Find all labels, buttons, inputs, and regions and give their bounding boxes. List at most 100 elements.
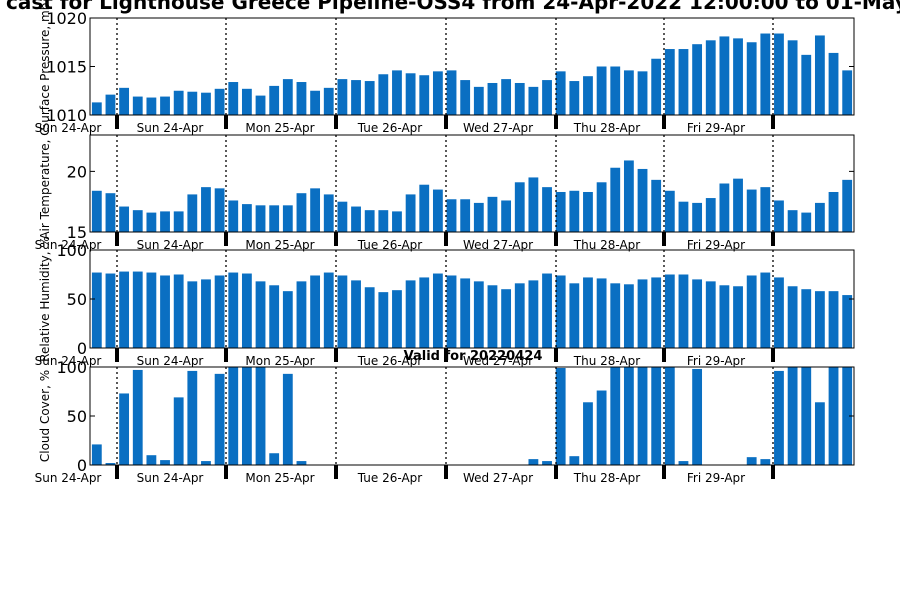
x-tick-label: Sun 24-Apr	[35, 121, 102, 135]
bar	[583, 191, 593, 232]
bar	[473, 86, 484, 115]
bar	[842, 295, 853, 348]
bar	[774, 200, 784, 232]
panel-4: 0 50 100 Sun 24-Apr Sun 24-Apr Mon 25-Apr Tue …	[35, 358, 855, 485]
bar	[432, 189, 443, 232]
bar	[160, 460, 170, 465]
bar	[719, 285, 730, 348]
bar	[269, 205, 280, 232]
bar	[842, 179, 853, 232]
bar	[814, 202, 825, 232]
bar	[733, 178, 743, 232]
panel-1: 1010 1015 1020 Sun 24-Apr Sun 24-Apr Mon 25-A…	[35, 3, 855, 135]
bar	[828, 52, 839, 115]
bar	[596, 278, 607, 348]
bar	[378, 74, 389, 115]
bar	[774, 370, 784, 465]
x-tick-label: Fri 29-Apr	[687, 121, 745, 135]
x-tick-label: Mon 25-Apr	[245, 471, 314, 485]
bar	[337, 201, 348, 232]
axes-frame	[89, 134, 855, 233]
bar	[555, 275, 566, 348]
bar	[132, 96, 143, 115]
x-tick-label: Fri 29-Apr	[687, 238, 745, 252]
bar	[787, 40, 798, 116]
y-tick-label: 100	[56, 358, 87, 377]
x-tick-label: Wed 27-Apr	[463, 121, 533, 135]
x-tick-label: Thu 28-Apr	[573, 238, 641, 252]
bar	[364, 210, 375, 232]
bar	[801, 367, 812, 465]
bar	[228, 272, 239, 348]
x-tick-label: Fri 29-Apr	[687, 471, 745, 485]
bar	[828, 367, 839, 465]
bar	[241, 367, 252, 465]
bar	[528, 459, 539, 465]
bar	[596, 182, 607, 232]
bar	[719, 36, 730, 115]
bar	[501, 289, 512, 348]
bar	[623, 70, 634, 115]
bar	[241, 204, 252, 232]
bar	[774, 277, 784, 348]
bar	[555, 71, 566, 115]
bar	[555, 191, 566, 232]
bar	[569, 456, 580, 465]
bar	[214, 88, 225, 115]
bar	[678, 274, 689, 348]
bar	[296, 193, 307, 232]
bar	[282, 373, 293, 465]
x-tick-label: Thu 28-Apr	[573, 121, 641, 135]
bar	[692, 202, 703, 232]
bar	[173, 90, 184, 115]
bar	[623, 284, 634, 348]
bar	[623, 367, 634, 465]
bar	[269, 85, 280, 115]
bar	[487, 196, 498, 232]
bar	[514, 82, 525, 115]
bar	[583, 402, 593, 465]
bar	[310, 188, 321, 232]
bar	[201, 187, 211, 232]
bar	[569, 283, 580, 348]
x-tick-label: Sun 24-Apr	[137, 238, 204, 252]
bar	[746, 275, 757, 348]
bar	[351, 206, 361, 232]
bar	[814, 402, 825, 465]
bar	[255, 281, 266, 348]
bar	[119, 393, 130, 465]
bar	[201, 461, 211, 465]
bar	[760, 459, 771, 465]
x-tick-label: Wed 27-Apr	[463, 354, 533, 368]
y-tick-label: 1010	[46, 106, 87, 125]
y-tick-label: 1020	[46, 9, 87, 28]
bar	[746, 42, 757, 115]
bar	[501, 200, 512, 232]
x-tick-label: Fri 29-Apr	[687, 354, 745, 368]
bar	[542, 80, 552, 115]
bar	[392, 70, 402, 115]
x-tick-label: Tue 26-Apr	[357, 354, 422, 368]
bar	[269, 285, 280, 348]
bar	[610, 367, 621, 465]
bar	[296, 82, 307, 115]
bar	[692, 368, 703, 465]
bar	[555, 367, 566, 465]
bar	[487, 82, 498, 115]
bar	[446, 199, 457, 232]
bar	[119, 206, 130, 232]
bar	[664, 190, 675, 232]
bar	[828, 191, 839, 232]
bar	[801, 289, 812, 348]
bar	[187, 281, 198, 348]
bar	[419, 277, 430, 348]
bar	[378, 292, 389, 348]
y-axis-label: Surface Pressure, mb	[38, 3, 52, 131]
bar	[842, 367, 853, 465]
bar	[514, 283, 525, 348]
y-axis-label: Relative Humidity, %	[38, 236, 52, 362]
bar	[323, 87, 334, 115]
bar	[310, 275, 321, 348]
bar	[664, 274, 675, 348]
